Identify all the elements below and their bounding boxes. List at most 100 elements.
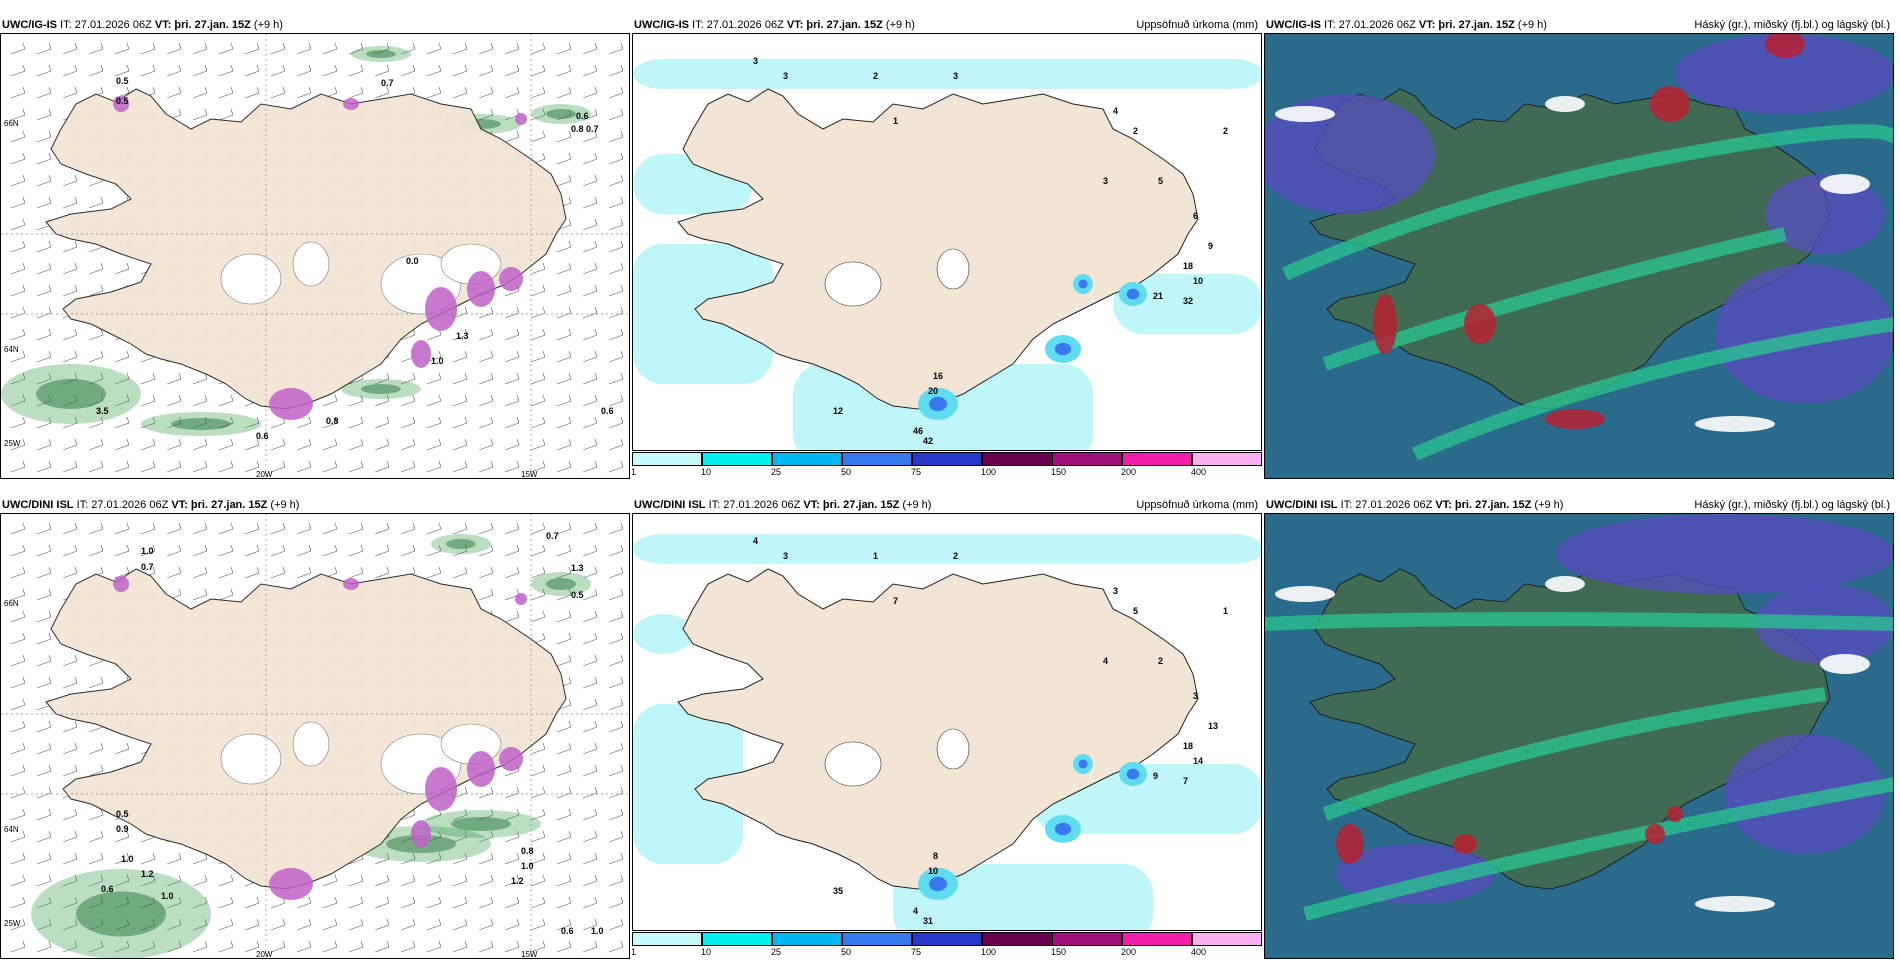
colorbar-segment	[702, 932, 772, 946]
precip-area	[633, 704, 743, 864]
clear-area	[1820, 174, 1870, 194]
map-panel: UWC/IG-IS IT: 27.01.2026 06Z VT: þri. 27…	[1264, 15, 1894, 480]
clear-area	[1820, 654, 1870, 674]
glacier	[824, 741, 882, 787]
lead-time: (+9 h)	[1517, 19, 1547, 31]
colorbar-segment	[1192, 452, 1262, 466]
map-canvas	[1264, 513, 1894, 959]
map-label: 46	[913, 426, 923, 436]
map-label: 3.5	[96, 406, 109, 416]
map-label: 0.5	[116, 809, 129, 819]
map-label: 0.7	[381, 78, 394, 88]
init-time: IT: 27.01.2026 06Z	[692, 19, 784, 31]
map-label: 14	[1193, 756, 1203, 766]
colorbar-tick: 10	[701, 947, 712, 957]
high-cloud	[1765, 34, 1805, 58]
map-panel: UWC/IG-IS IT: 27.01.2026 06Z VT: þri. 27…	[632, 15, 1262, 480]
clear-area	[1545, 96, 1585, 112]
lon-label: 20W	[256, 950, 273, 959]
valid-time: þri. 27.jan. 15Z	[190, 499, 268, 511]
wind-gust-zone	[531, 104, 591, 124]
map-label: 0.6	[256, 431, 269, 441]
map-label: 1.0	[121, 854, 134, 864]
map-label: 5	[1133, 606, 1138, 616]
map-label: 3	[1113, 586, 1118, 596]
valid-label: VT:	[1435, 499, 1452, 511]
map-panel: UWC/DINI ISL IT: 27.01.2026 06Z VT: þri.…	[1264, 495, 1894, 960]
colorbar-tick: 10	[701, 467, 712, 477]
glacier	[220, 253, 282, 305]
wind-max-area	[467, 271, 495, 307]
valid-time: þri. 27.jan. 15Z	[806, 19, 883, 31]
valid-time: þri. 27.jan. 15Z	[822, 499, 900, 511]
model-name: UWC/DINI ISL	[634, 499, 706, 511]
precip-colorbar: 1 10 25 50 75 100 150 200 400	[632, 452, 1262, 480]
wind-max-area	[113, 96, 129, 112]
model-name: UWC/IG-IS	[2, 19, 57, 31]
panel-header: UWC/IG-IS IT: 27.01.2026 06Z VT: þri. 27…	[2, 17, 626, 33]
model-name: UWC/DINI ISL	[1266, 499, 1338, 511]
lon-label: 15W	[521, 470, 538, 479]
clear-area	[1695, 416, 1775, 432]
map-label: 3	[953, 71, 958, 81]
map-label: 0.8	[571, 124, 584, 134]
map-svg	[1265, 34, 1893, 478]
glacier	[936, 728, 970, 770]
map-label: 3	[783, 71, 788, 81]
wind-max-area	[467, 751, 495, 787]
colorbar-tick: 100	[981, 947, 997, 957]
valid-label: VT:	[171, 499, 188, 511]
valid-time: þri. 27.jan. 15Z	[174, 19, 251, 31]
clear-area	[1275, 586, 1335, 602]
colorbar-tick: 75	[911, 947, 922, 957]
field-title: Háský (gr.), miðský (fj.bl.) og lágský (…	[1694, 499, 1890, 511]
colorbar-tick: 100	[981, 467, 997, 477]
colorbar-tick: 50	[841, 467, 852, 477]
map-label: 5	[1158, 176, 1163, 186]
map-label: 0.6	[576, 111, 589, 121]
colorbar-segment	[1192, 932, 1262, 946]
map-svg	[1265, 514, 1893, 958]
map-label: 3	[753, 56, 758, 66]
map-label: 2	[1223, 126, 1228, 136]
map-canvas: 66N 64N 25W 20W 15W 0.5 0.5 0.7 0.6 0.8 0.7 0.6 0.6 0…	[0, 33, 630, 479]
panel-header: UWC/IG-IS IT: 27.01.2026 06Z VT: þri. 27…	[634, 17, 1258, 33]
map-label: 9	[1153, 771, 1158, 781]
map-label: 18	[1183, 261, 1193, 271]
colorbar-tick: 1	[632, 467, 637, 477]
field-title: Uppsöfnuð úrkoma (mm)	[1136, 19, 1258, 31]
low-cloud	[1765, 174, 1885, 254]
map-label: 1.2	[141, 869, 154, 879]
colorbar-segment	[842, 452, 912, 466]
map-label: 1	[873, 551, 878, 561]
map-label: 1.0	[161, 891, 174, 901]
mid-cloud-band	[1322, 687, 1826, 821]
colorbar-tick: 50	[841, 947, 852, 957]
map-label: 12	[833, 406, 843, 416]
map-label: 1	[1223, 606, 1228, 616]
colorbar-tick: 25	[771, 947, 782, 957]
map-label: 8	[933, 851, 938, 861]
wind-gust-zone	[531, 572, 591, 596]
wind-max-area	[411, 820, 431, 848]
map-label: 10	[928, 866, 938, 876]
wind-max-area	[515, 113, 527, 125]
panel-header: UWC/DINI ISL IT: 27.01.2026 06Z VT: þri.…	[2, 497, 626, 513]
precip-area	[633, 614, 693, 654]
map-label: 13	[1208, 721, 1218, 731]
mid-cloud-band	[1282, 124, 1893, 281]
mid-cloud-band	[1265, 612, 1893, 631]
clear-area	[1275, 106, 1335, 122]
map-label: 1.3	[456, 331, 469, 341]
map-label: 0.6	[601, 406, 614, 416]
map-label: 6	[1193, 211, 1198, 221]
map-label: 3	[783, 551, 788, 561]
wind-gust-zone	[341, 379, 421, 399]
colorbar-segment	[912, 452, 982, 466]
lat-label: 66N	[4, 119, 19, 128]
glacier	[936, 248, 970, 290]
low-cloud	[1265, 94, 1435, 214]
map-label: 32	[1183, 296, 1193, 306]
